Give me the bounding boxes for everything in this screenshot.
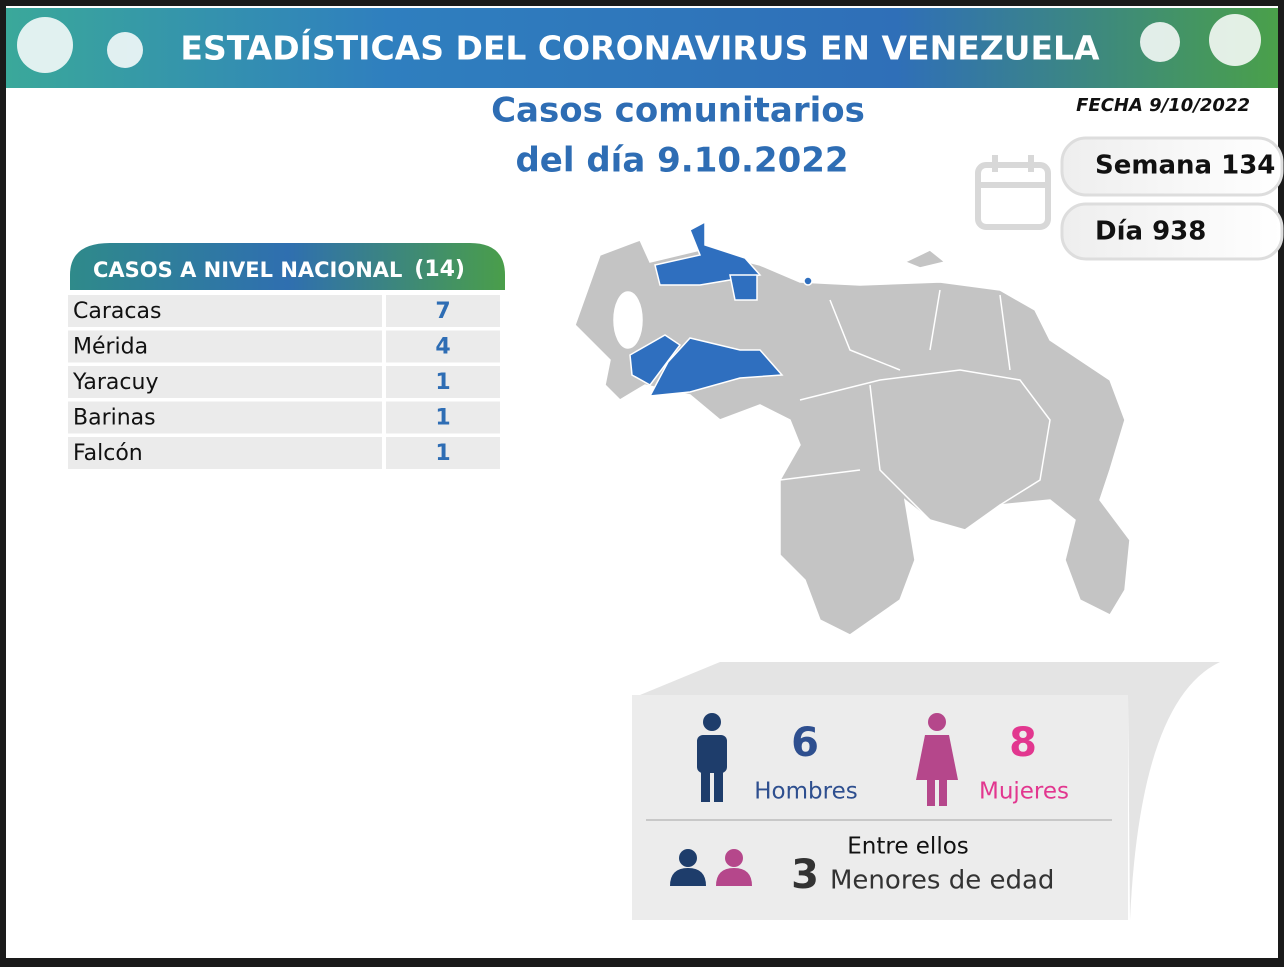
row-value-cell xyxy=(386,330,500,363)
table-title: CASOS A NIVEL NACIONAL xyxy=(93,258,402,282)
date: FECHA 9/10/2022 xyxy=(1076,95,1250,116)
day: Día 938 xyxy=(1095,217,1206,247)
header-title: ESTADÍSTICAS DEL CORONAVIRUS EN VENEZUEL… xyxy=(180,28,1100,68)
row-value-cell xyxy=(386,295,500,327)
stats-box xyxy=(632,695,1128,920)
region-count: 1 xyxy=(435,441,450,466)
table-rows: Caracas 7 Mérida 4 Yaracuy 1 Barinas 1 Falcón 1 xyxy=(68,295,500,469)
men-label: Hombres xyxy=(754,779,857,805)
week: Semana 134 xyxy=(1095,151,1275,181)
row-name-cell xyxy=(68,330,382,363)
region-name: Barinas xyxy=(73,406,156,431)
region-name: Falcón xyxy=(73,441,143,466)
region-count: 4 xyxy=(435,335,450,360)
minors-label: Menores de edad xyxy=(830,866,1054,896)
week-box xyxy=(1060,136,1284,197)
row-name-cell xyxy=(68,401,382,434)
subtitle-line: del día 9.10.2022 xyxy=(515,141,848,181)
map xyxy=(574,220,1131,636)
table-header xyxy=(70,243,505,290)
virus-icons xyxy=(17,14,1261,73)
man-icon xyxy=(697,713,727,802)
stats-ribbon xyxy=(640,662,1220,920)
woman-icon xyxy=(916,713,958,806)
minors-intro: Entre ellos xyxy=(847,834,969,860)
minors-icons xyxy=(670,849,752,886)
row-value-cell xyxy=(386,437,500,469)
table-total: (14) xyxy=(414,257,465,282)
row-name-cell xyxy=(68,295,382,327)
women-label: Mujeres xyxy=(979,779,1069,805)
day-box xyxy=(1060,202,1284,261)
header-band xyxy=(6,8,1278,88)
minors-count: 3 xyxy=(791,852,819,898)
region-name: Caracas xyxy=(73,299,161,324)
region-count: 1 xyxy=(435,406,450,431)
region-count: 1 xyxy=(435,370,450,395)
row-name-cell xyxy=(68,437,382,469)
women-count: 8 xyxy=(1009,720,1037,766)
region-name: Yaracuy xyxy=(72,370,158,395)
men-count: 6 xyxy=(791,720,819,766)
region-name: Mérida xyxy=(73,335,148,360)
region-count: 7 xyxy=(435,299,450,324)
row-value-cell xyxy=(386,401,500,434)
subtitle-line: Casos comunitarios xyxy=(491,91,865,131)
calendar-icon xyxy=(975,155,1051,230)
row-value-cell xyxy=(386,366,500,398)
row-name-cell xyxy=(68,366,382,398)
